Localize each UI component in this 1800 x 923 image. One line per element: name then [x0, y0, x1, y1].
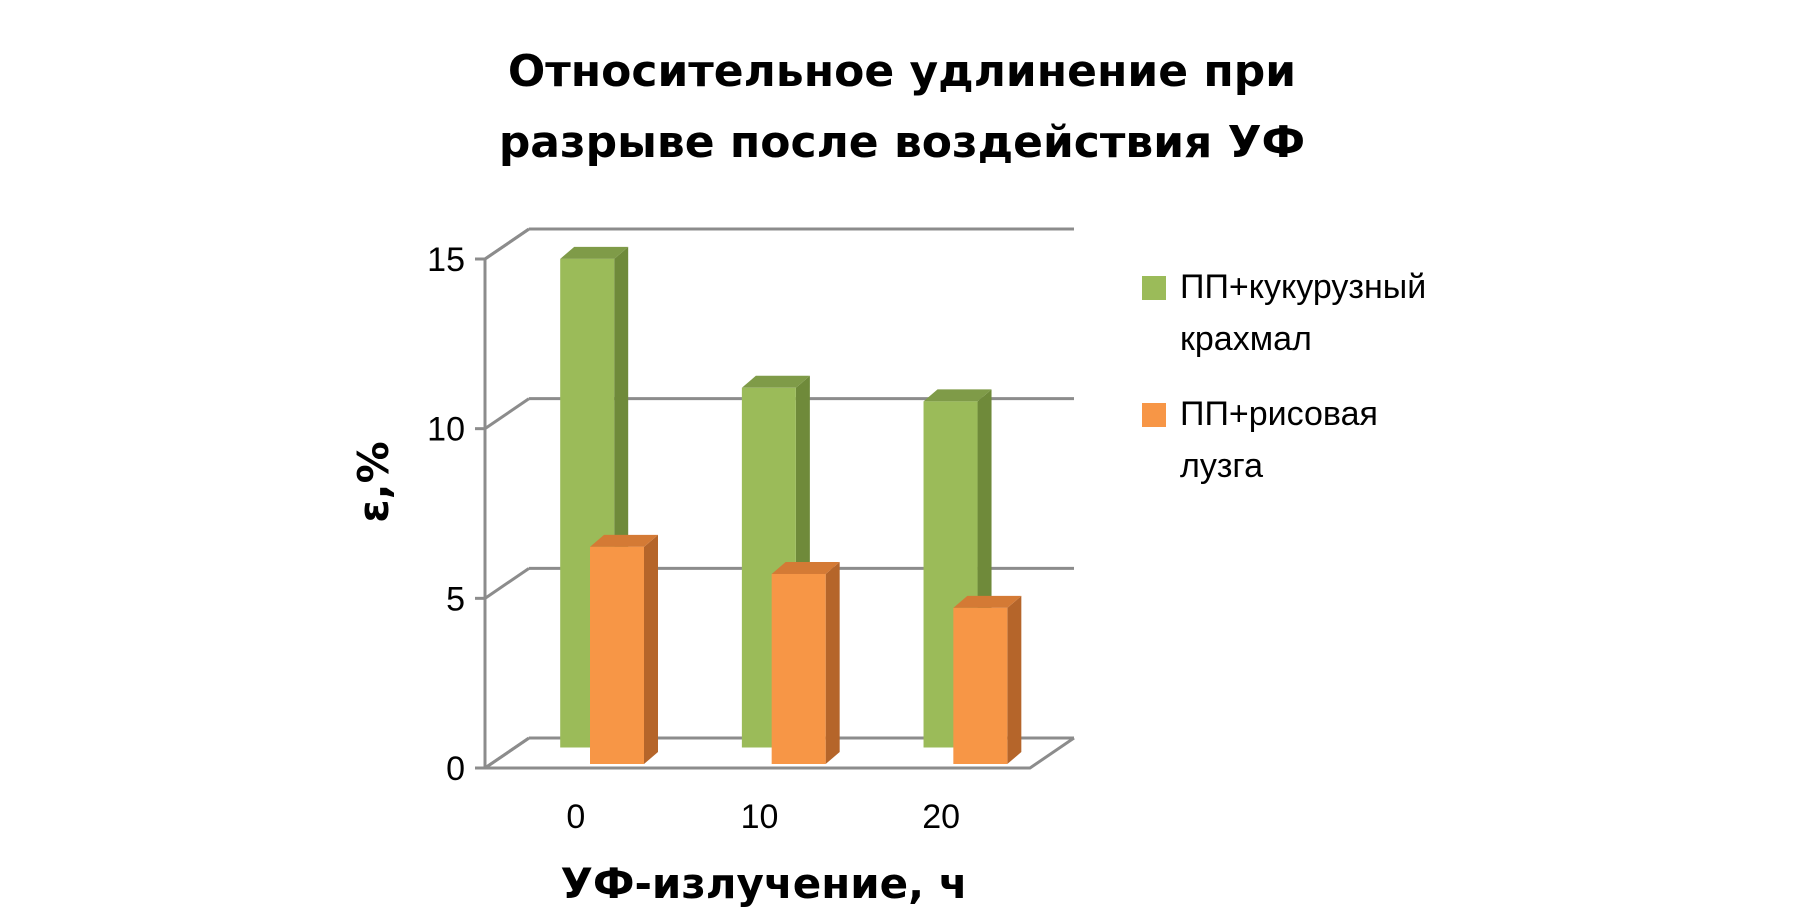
- y-axis-ticks: 0 5 10 15: [427, 241, 465, 788]
- legend: ПП+кукурузный крахмал ПП+рисовая лузга: [1142, 268, 1426, 485]
- bars: [560, 246, 1022, 764]
- legend-label: крахмал: [1180, 320, 1312, 358]
- y-tick-label: 5: [446, 580, 465, 618]
- legend-swatch: [1142, 276, 1166, 300]
- bar-top: [771, 561, 840, 574]
- floor-front-edge: [485, 736, 1075, 770]
- x-tick-label: 20: [922, 798, 960, 836]
- bar: [953, 607, 1008, 764]
- legend-label: ПП+рисовая: [1180, 395, 1378, 433]
- legend-swatch: [1142, 403, 1166, 427]
- bar-top: [953, 595, 1022, 608]
- legend-label: лузга: [1180, 447, 1263, 485]
- gridline-side: [484, 567, 530, 600]
- bar-top: [560, 246, 629, 259]
- left-wall: [483, 227, 530, 768]
- x-axis-title: УФ-излучение, ч: [560, 859, 967, 908]
- bar: [771, 573, 826, 764]
- gridline-side: [484, 397, 530, 430]
- chart-title: Относительное удлинение при разрыве посл…: [499, 46, 1305, 168]
- x-tick-label: 0: [566, 798, 585, 836]
- bar-side: [1007, 595, 1022, 764]
- y-tick-label: 10: [427, 411, 465, 449]
- gridline-side: [484, 227, 530, 261]
- x-axis-ticks: 0 10 20: [566, 798, 960, 836]
- bar-side: [825, 561, 840, 764]
- bar-top: [741, 375, 810, 388]
- y-tick-label: 15: [427, 241, 465, 279]
- chart-title-line-1: Относительное удлинение при: [508, 46, 1296, 97]
- x-tick-label: 10: [741, 798, 779, 836]
- bar-top: [923, 389, 992, 402]
- y-axis-title: ε,%: [349, 441, 398, 522]
- bar-side: [644, 534, 658, 764]
- bar-top: [590, 534, 658, 547]
- gridline-side: [484, 736, 530, 770]
- bar: [590, 546, 644, 764]
- chart-title-line-2: разрыве после воздействия УФ: [499, 117, 1305, 168]
- y-tick-label: 0: [446, 750, 465, 788]
- legend-label: ПП+кукурузный: [1180, 268, 1426, 306]
